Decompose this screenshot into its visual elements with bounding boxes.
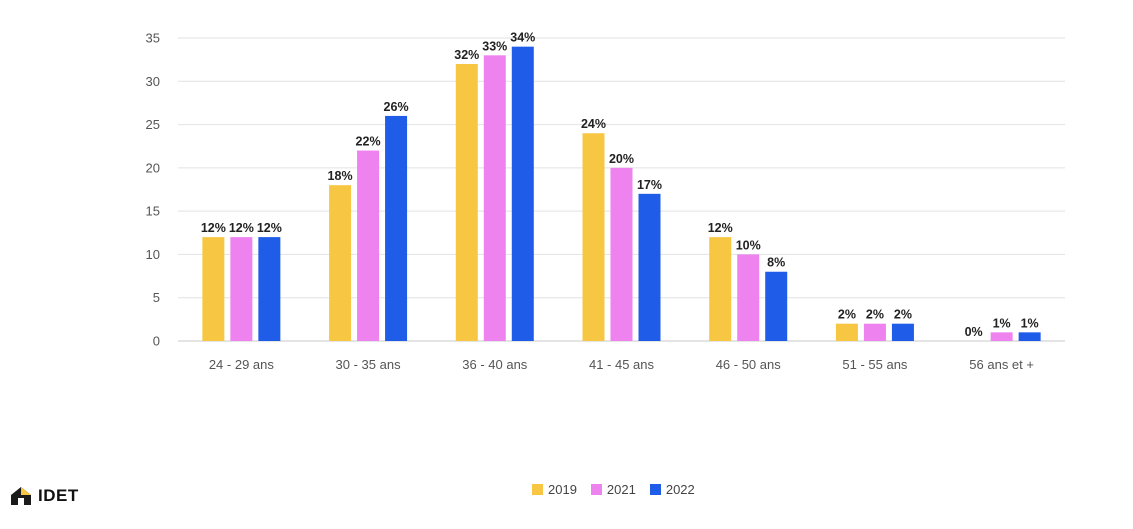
data-label-2021: 12% [229, 221, 254, 235]
data-label-2022: 17% [637, 178, 662, 192]
bar-2022 [1018, 332, 1041, 341]
x-tick-label: 41 - 45 ans [589, 357, 655, 372]
y-tick-label: 10 [146, 247, 160, 262]
y-tick-label: 20 [146, 160, 160, 175]
y-tick-label: 0 [153, 334, 160, 349]
legend-item-2021: 2021 [590, 482, 636, 497]
bars [202, 46, 1041, 342]
data-labels: 12% 12% 12%18%22%26%32%33%34%24%20%17%12%1… [201, 31, 1039, 339]
bar-2021 [610, 167, 633, 341]
bar-2022 [258, 237, 281, 341]
data-label-2022: 12% [257, 221, 282, 235]
y-tick-label: 15 [146, 204, 160, 219]
data-label-2019: 12% [201, 221, 226, 235]
idet-logo: IDET [10, 486, 79, 506]
data-label-2021: 10% [736, 238, 761, 252]
bar-2021 [357, 150, 380, 341]
logo-text: IDET [38, 486, 79, 505]
data-label-2021: 33% [482, 39, 507, 53]
x-tick-label: 24 - 29 ans [209, 357, 275, 372]
legend-swatch-2021 [590, 484, 602, 495]
legend-item-2022: 2022 [649, 482, 695, 497]
data-label-2019: 12% [708, 221, 733, 235]
legend-swatch-2019 [532, 484, 543, 495]
data-label-2019: 32% [454, 48, 479, 62]
x-tick-label: 36 - 40 ans [462, 357, 528, 372]
data-label-2022: 26% [384, 100, 409, 114]
house-logo-icon [11, 487, 31, 505]
data-label-2021: 20% [609, 152, 634, 166]
bar-2021 [483, 55, 506, 342]
bar-2019 [329, 185, 352, 341]
bar-2019 [202, 237, 225, 341]
bar-2022 [891, 323, 914, 341]
y-tick-label: 35 [146, 31, 160, 46]
data-label-2019: 2% [838, 308, 856, 322]
bar-2021 [737, 254, 760, 341]
legend-label-2019: 2019 [548, 482, 577, 497]
bar-2019 [709, 237, 732, 341]
data-label-2022: 34% [510, 31, 535, 45]
data-label-2021: 2% [866, 308, 884, 322]
bar-2021 [230, 237, 253, 341]
bar-2022 [511, 46, 534, 342]
bar-2022 [638, 193, 661, 341]
bar-2019 [582, 133, 605, 341]
bar-2022 [385, 115, 408, 342]
data-label-2022: 8% [767, 256, 785, 270]
x-tick-label: 30 - 35 ans [336, 357, 402, 372]
legend: 2019 2021 2022 [532, 482, 695, 497]
data-label-2022: 2% [894, 308, 912, 322]
data-label-2019: 18% [328, 169, 353, 183]
x-tick-label: 56 ans et + [969, 357, 1034, 372]
y-tick-label: 30 [146, 74, 160, 89]
legend-swatch-2022 [649, 484, 661, 495]
data-label-2019: 24% [581, 117, 606, 131]
y-tick-label: 5 [153, 290, 160, 305]
y-axis: 0 5 10 15 20 25 30 35 [146, 31, 160, 349]
bar-2019 [455, 63, 478, 341]
x-tick-label: 46 - 50 ans [716, 357, 782, 372]
data-label-2021: 22% [356, 135, 381, 149]
bar-2022 [765, 271, 788, 341]
legend-label-2022: 2022 [665, 482, 695, 497]
bar-2019 [835, 323, 858, 341]
y-tick-label: 25 [146, 117, 160, 132]
x-axis: 24 - 29 ans 30 - 35 ans 36 - 40 ans 41 - 45… [209, 357, 1034, 372]
legend-label-2021: 2021 [606, 482, 636, 497]
x-tick-label: 51 - 55 ans [842, 357, 908, 372]
data-label-2019: 0% [965, 325, 983, 339]
legend-item-2019: 2019 [532, 482, 577, 497]
bar-2021 [863, 323, 886, 341]
data-label-2022: 1% [1021, 316, 1039, 330]
bar-2021 [990, 332, 1013, 341]
data-label-2021: 1% [993, 316, 1011, 330]
